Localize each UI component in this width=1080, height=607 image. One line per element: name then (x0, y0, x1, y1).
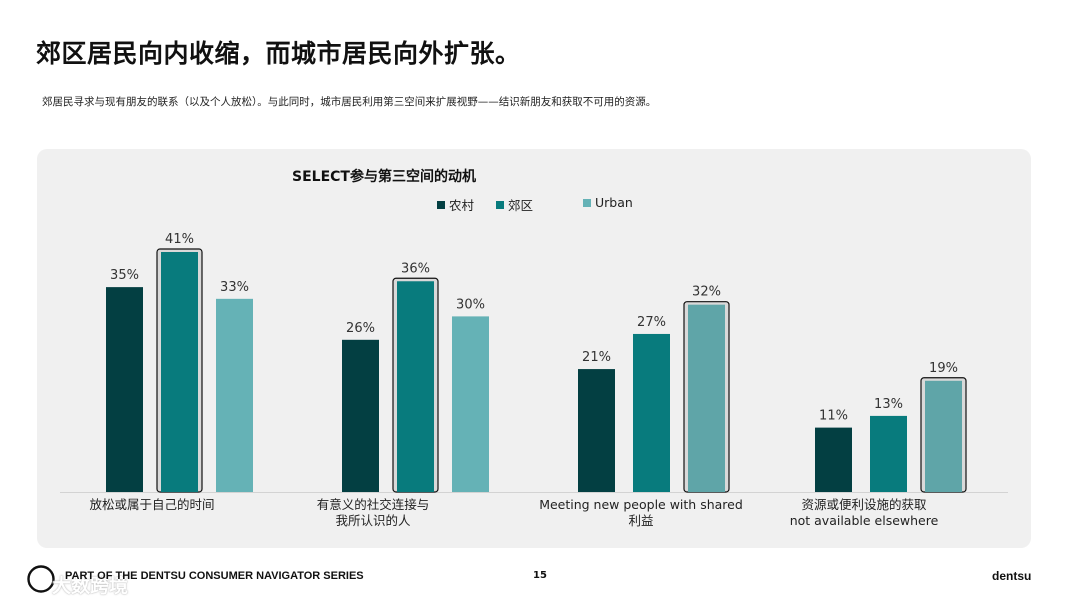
bar-农村-1 (342, 339, 379, 492)
bar-郊区-1 (397, 281, 434, 492)
category-label: 资源或便利设施的获取 not available elsewhere (749, 497, 979, 529)
bar-Urban-2 (688, 304, 725, 492)
legend-label-rural: 农村 (449, 198, 475, 213)
watermark-text: 大数跨境 (52, 575, 129, 597)
data-label: 36% (401, 261, 430, 276)
category-label: 放松或属于自己的时间 (37, 497, 267, 513)
page-number: 15 (533, 570, 547, 581)
category-label-line: Meeting new people with shared (539, 497, 743, 512)
data-label: 11% (819, 409, 848, 424)
bar-农村-2 (578, 369, 615, 492)
data-label: 33% (220, 280, 249, 295)
data-label: 27% (637, 315, 666, 330)
chart-panel (37, 149, 1031, 548)
bar-Urban-3 (925, 380, 962, 492)
category-label-line: 放松或属于自己的时间 (89, 497, 215, 512)
slide-subtitle: 郊居民寻求与现有朋友的联系（以及个人放松）。与此同时，城市居民利用第三空间来扩展… (42, 96, 657, 108)
bar-Urban-1 (452, 316, 489, 492)
data-label: 21% (582, 350, 611, 365)
legend-item-rural: 农村 (437, 195, 474, 214)
brand-logo: dentsu (992, 569, 1032, 583)
slide-title: 郊区居民向内收缩，而城市居民向外扩张。 (36, 39, 521, 68)
data-label: 35% (110, 268, 139, 283)
category-label: 有意义的社交连接与 我所认识的人 (258, 497, 488, 529)
bar-郊区-2 (633, 333, 670, 492)
legend-item-urban: Urban (583, 195, 633, 210)
bar-郊区-3 (870, 415, 907, 492)
data-label: 19% (929, 361, 958, 376)
footer-series-label: PART OF THE DENTSU CONSUMER NAVIGATOR SE… (65, 570, 364, 582)
legend-item-suburban: 郊区 (496, 195, 533, 214)
data-label: 30% (456, 297, 485, 312)
chart-title: SELECT参与第三空间的动机 (292, 169, 476, 185)
compass-icon (27, 565, 55, 593)
bar-Urban-0 (216, 298, 253, 492)
bar-郊区-0 (161, 252, 198, 492)
category-label-line: not available elsewhere (789, 513, 939, 528)
data-label: 26% (346, 321, 375, 336)
data-label: 32% (692, 285, 721, 300)
legend-swatch-rural (437, 200, 445, 209)
bar-农村-3 (815, 427, 852, 492)
data-label: 13% (874, 397, 903, 412)
category-label-line: 我所认识的人 (335, 513, 411, 528)
legend-label-urban: Urban (595, 195, 633, 210)
legend-label-suburban: 郊区 (508, 198, 534, 213)
category-label-line: 有意义的社交连接与 (316, 497, 430, 512)
legend-swatch-suburban (496, 200, 504, 209)
category-label-line: 利益 (628, 513, 654, 528)
category-label-line: 资源或便利设施的获取 (801, 497, 927, 512)
category-label: Meeting new people with shared 利益 (526, 497, 756, 529)
bar-农村-0 (106, 287, 143, 492)
legend-swatch-urban (583, 198, 591, 207)
data-label: 41% (165, 232, 194, 247)
